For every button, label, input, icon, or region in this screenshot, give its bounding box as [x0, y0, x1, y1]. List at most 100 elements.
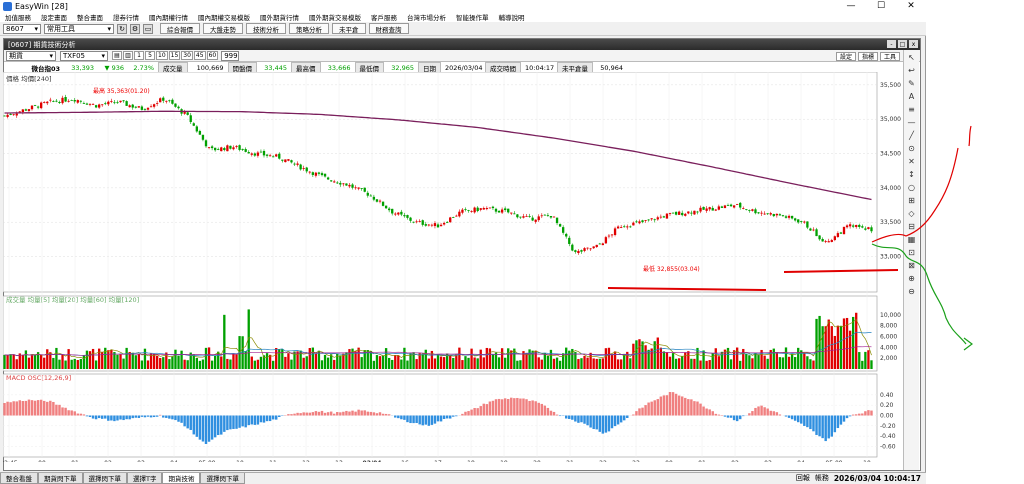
drawing-tool-icon-15[interactable]: ⊡ — [908, 248, 915, 257]
macd-osc-bar — [787, 415, 791, 418]
menu-item-0[interactable]: 加值服務 — [5, 14, 31, 22]
status-report-label[interactable]: 回報 — [795, 474, 810, 482]
toolbar-button-1[interactable]: 大盤走勢 — [203, 23, 243, 34]
menu-item-10[interactable]: 智能操作單 — [456, 14, 489, 22]
candle-body — [656, 217, 659, 220]
candle-body — [705, 208, 708, 211]
volume-bar — [687, 351, 690, 369]
menu-item-8[interactable]: 客戶服務 — [371, 14, 397, 22]
chart-close-button[interactable]: x — [909, 40, 918, 48]
drawing-tool-icon-8[interactable]: ✕ — [908, 157, 915, 166]
macd-osc-bar — [854, 414, 858, 416]
window-icon[interactable]: ▭ — [143, 23, 153, 34]
period-button-1[interactable]: 1 — [134, 51, 144, 60]
drawing-tool-icon-9[interactable]: ↕ — [908, 170, 915, 179]
period-button-45[interactable]: 45 — [193, 51, 206, 60]
macd-osc-bar — [555, 414, 559, 416]
chart-settings-button[interactable]: 設定 — [835, 52, 856, 61]
volume-bar — [653, 341, 656, 369]
menu-item-3[interactable]: 證券行情 — [113, 14, 139, 22]
drawing-tool-icon-18[interactable]: ⊖ — [908, 287, 915, 296]
toolbar-button-3[interactable]: 策略分析 — [289, 23, 329, 34]
drawing-tool-icon-0[interactable]: ↖ — [908, 53, 915, 62]
chart-tools-button[interactable]: 工具 — [879, 52, 900, 61]
period-button-5[interactable]: 5 — [145, 51, 155, 60]
chart-minimize-button[interactable]: - — [887, 40, 896, 48]
period-button-30[interactable]: 30 — [181, 51, 193, 60]
drawing-tool-icon-6[interactable]: ╱ — [909, 131, 914, 140]
tool-select[interactable]: 常用工具 ▾ — [44, 23, 114, 34]
x-tick-label: 01 — [698, 460, 706, 462]
chart-period-icon[interactable]: ▤ — [112, 51, 122, 60]
menu-item-4[interactable]: 國內期權行情 — [149, 14, 188, 22]
candle-body — [708, 207, 711, 210]
drawing-tool-icon-16[interactable]: ⊠ — [908, 261, 915, 270]
menu-item-5[interactable]: 國內期權交易模版 — [198, 14, 250, 22]
minimize-button[interactable]: — — [846, 1, 856, 11]
candle-body — [711, 207, 714, 211]
volume-bar — [800, 350, 803, 369]
chart-indicator-button[interactable]: 指標 — [857, 52, 878, 61]
macd-osc-bar — [546, 407, 550, 416]
period-button-15[interactable]: 15 — [168, 51, 181, 60]
macd-osc-bar — [775, 412, 779, 416]
menu-item-6[interactable]: 國外期貨行情 — [260, 14, 299, 22]
refresh-icon[interactable]: ↻ — [117, 23, 127, 34]
macd-osc-bar — [82, 414, 86, 416]
close-button[interactable]: ✕ — [907, 1, 915, 11]
toolbar-button-5[interactable]: 財務查詢 — [368, 23, 409, 34]
candle-body — [155, 103, 159, 104]
drawing-tool-icon-4[interactable]: ≡ — [908, 105, 915, 114]
candle-body — [314, 172, 318, 176]
toolbar-button-0[interactable]: 綜合報價 — [160, 23, 200, 34]
macd-osc-bar — [800, 415, 803, 424]
drawing-tool-icon-5[interactable]: — — [907, 118, 916, 127]
drawing-tool-icon-2[interactable]: ✎ — [908, 79, 915, 88]
macd-osc-bar — [174, 415, 177, 421]
macd-osc-bar — [778, 414, 782, 416]
volume-bar — [491, 354, 495, 369]
menu-item-11[interactable]: 輔導說明 — [498, 14, 525, 22]
symbol-type-select[interactable]: 期貨 ▾ — [6, 50, 56, 61]
maximize-button[interactable]: ☐ — [876, 1, 886, 11]
chart-area[interactable]: 價格 均價[240] 成交量 均量[5] 均量[20] 均量[60] 均量[120… — [3, 72, 905, 462]
candle-type-icon[interactable]: ▥ — [123, 51, 133, 60]
chart-maximize-button[interactable]: □ — [898, 40, 907, 48]
drawing-tool-icon-1[interactable]: ↩ — [908, 66, 915, 75]
macd-osc-bar — [861, 413, 864, 416]
macd-osc-bar — [757, 406, 760, 416]
macd-osc-bar — [537, 402, 540, 416]
drawing-tool-icon-13[interactable]: ⊟ — [908, 222, 915, 231]
drawing-tool-icon-7[interactable]: ⊙ — [908, 144, 915, 153]
volume-bar — [131, 352, 134, 369]
period-button-10[interactable]: 10 — [156, 51, 168, 60]
menu-item-9[interactable]: 台灣市場分析 — [407, 14, 446, 22]
menu-item-7[interactable]: 國外期貨交易模版 — [309, 14, 361, 22]
macd-osc-bar — [574, 415, 577, 422]
settings-icon[interactable]: ⚙ — [130, 23, 140, 34]
period-field[interactable]: 999 — [221, 50, 240, 61]
ma240-line — [4, 110, 872, 201]
drawing-tool-icon-10[interactable]: ○ — [908, 183, 915, 192]
drawing-tool-icon-14[interactable]: ▦ — [907, 235, 916, 244]
drawing-tool-icon-11[interactable]: ⊞ — [908, 196, 915, 205]
volume-bar — [308, 348, 311, 369]
menu-item-1[interactable]: 設定畫面 — [41, 14, 67, 22]
status-account-label[interactable]: 帳務 — [814, 474, 829, 482]
symbol-input[interactable]: 8607 ▾ — [3, 23, 41, 34]
toolbar-button-4[interactable]: 未平倉 — [332, 23, 366, 34]
menu-item-2[interactable]: 整合畫面 — [77, 14, 103, 22]
candle-body — [299, 164, 302, 170]
macd-osc-bar — [381, 413, 385, 416]
drawing-tool-icon-12[interactable]: ◇ — [908, 209, 915, 218]
toolbar-button-2[interactable]: 技術分析 — [246, 23, 286, 34]
x-tick-label: 03 — [137, 460, 145, 462]
volume-bar — [445, 353, 449, 369]
period-button-60[interactable]: 60 — [206, 51, 219, 60]
contract-select[interactable]: TXF05 ▾ — [60, 50, 108, 61]
volume-bar — [253, 360, 257, 369]
drawing-tool-icon-3[interactable]: A — [908, 92, 915, 101]
drawing-tool-icon-17[interactable]: ⊕ — [908, 274, 915, 283]
macd-osc-bar — [616, 415, 620, 425]
macd-osc-bar — [595, 415, 598, 430]
